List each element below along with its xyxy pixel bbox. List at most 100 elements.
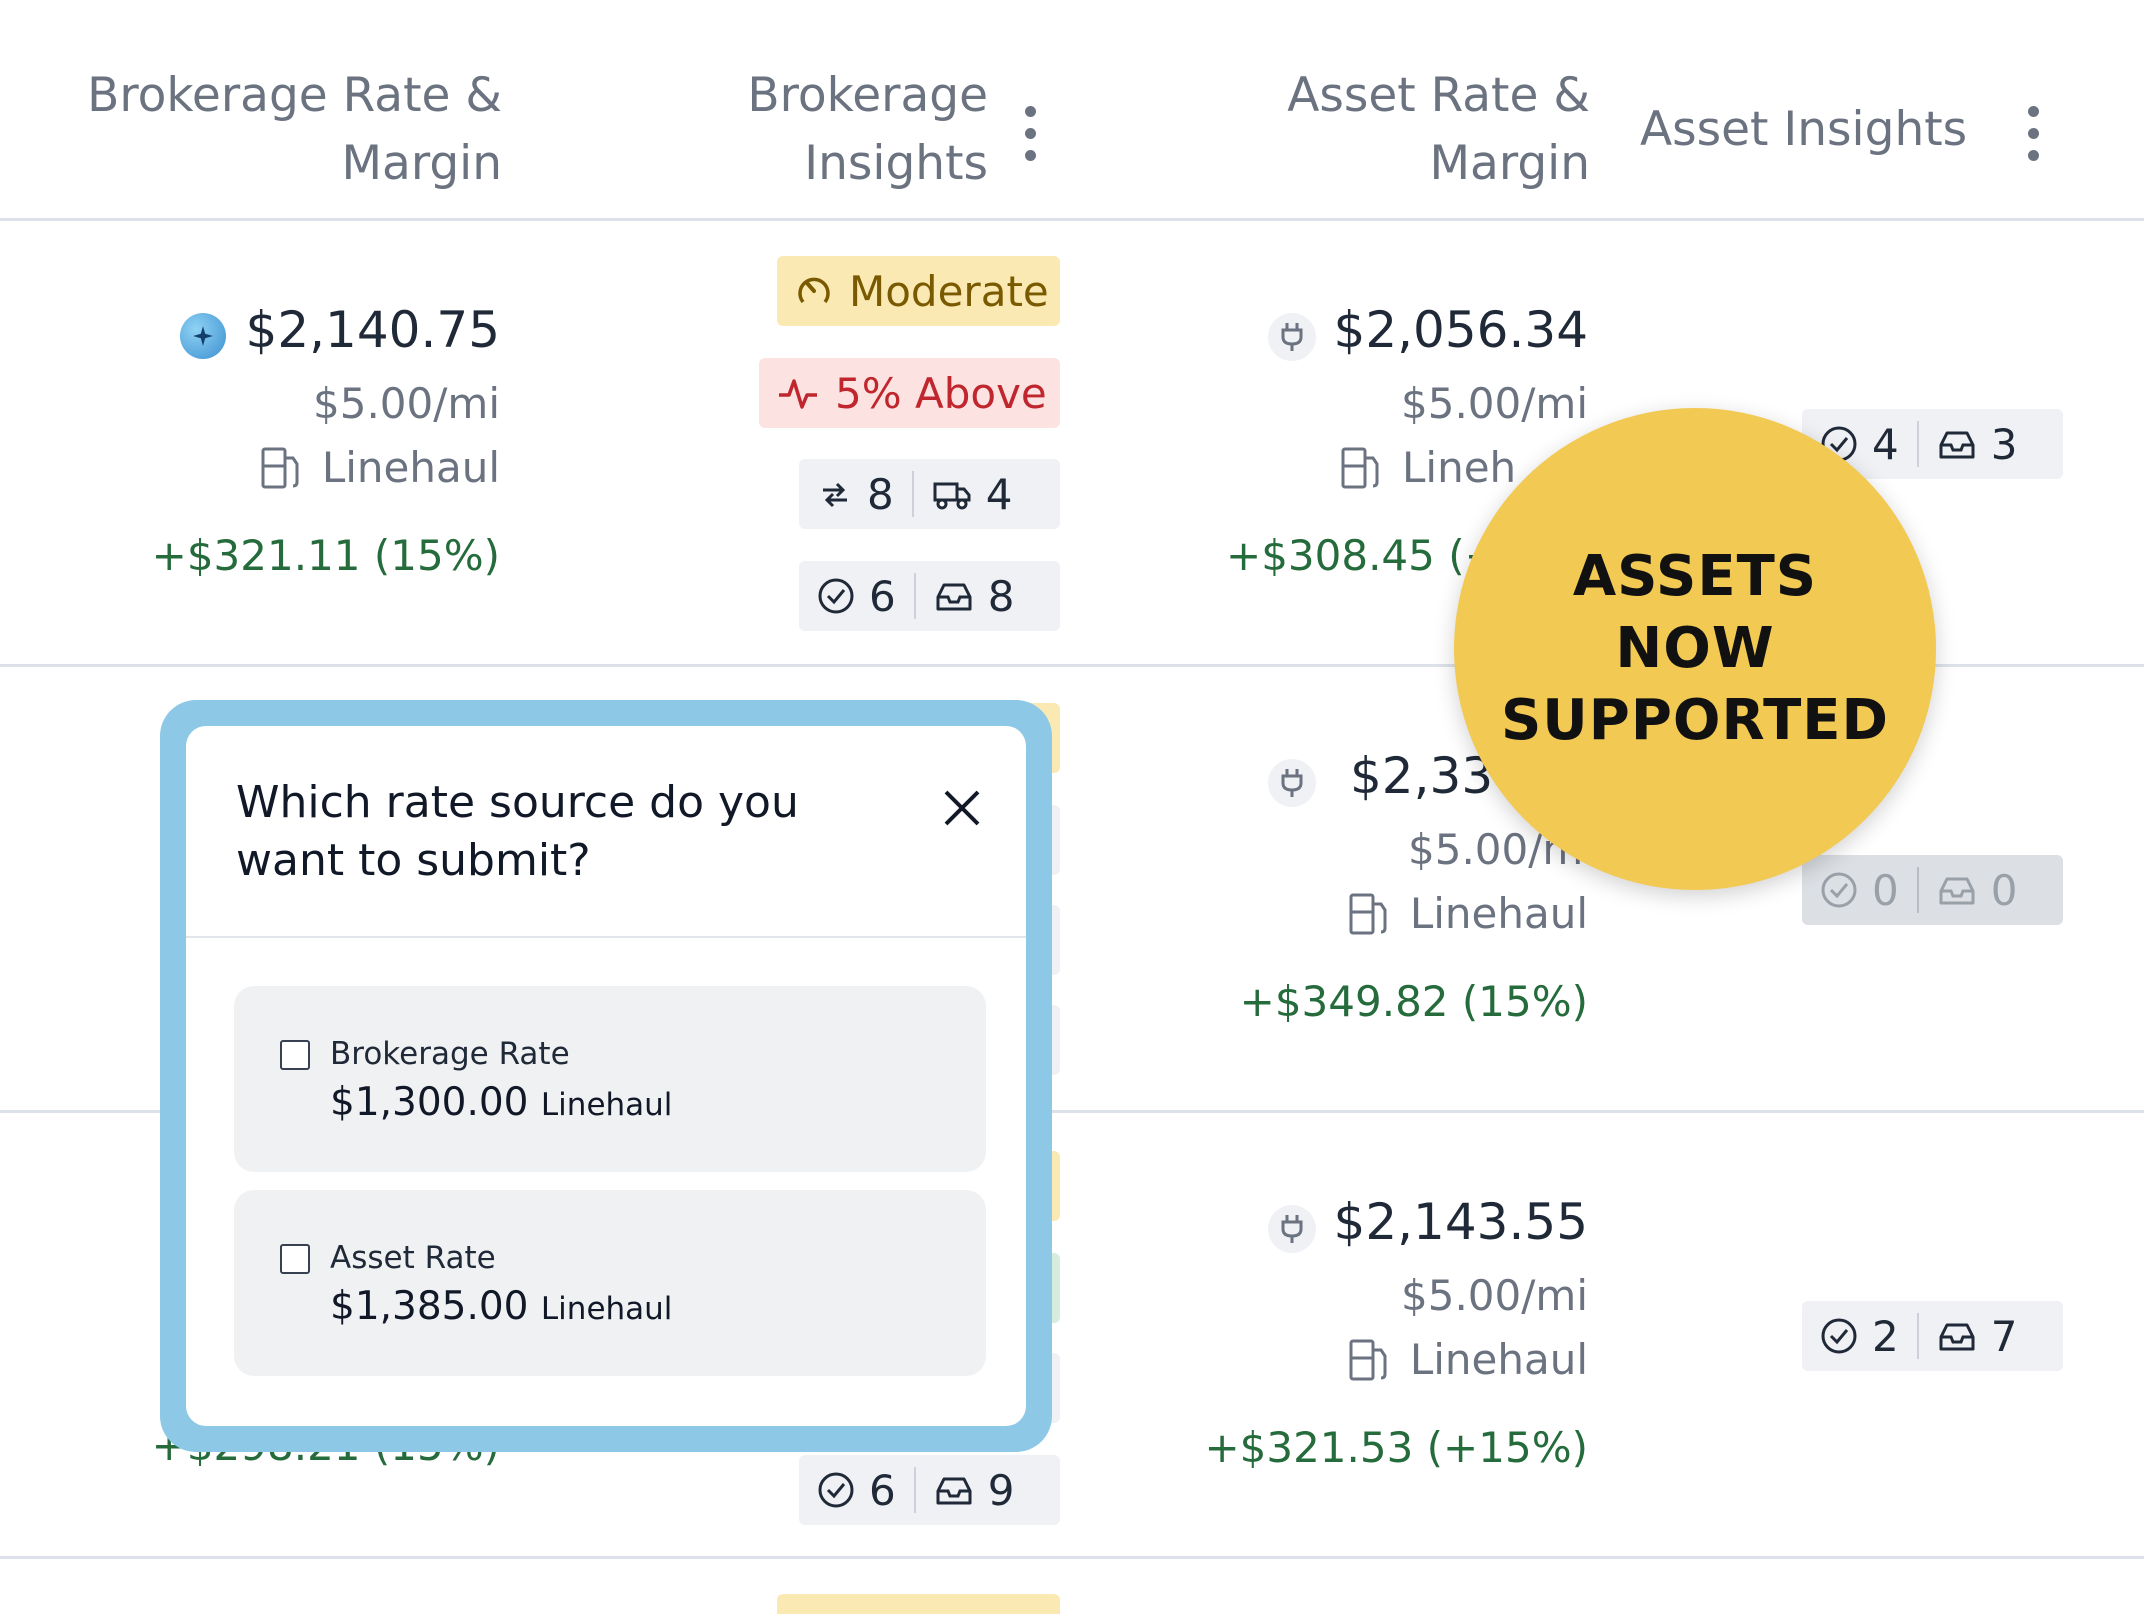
- loads-count: 8: [987, 571, 1015, 621]
- check-circle-icon: [1820, 871, 1858, 909]
- loads-stat: 7: [1919, 1312, 2036, 1361]
- asset-rate-checkbox[interactable]: [280, 1244, 310, 1274]
- stat-divider: [1916, 421, 1919, 467]
- col-header-asset-insights: Asset Insights: [1640, 102, 1968, 157]
- repeat-icon: [817, 476, 853, 512]
- loads-count: 7: [1990, 1311, 2018, 1361]
- loads-stat: 3: [1919, 420, 2036, 469]
- col-header-brokerage-rate-line1: Brokerage Rate &: [87, 68, 502, 123]
- loads-count: 9: [987, 1465, 1015, 1515]
- trucks-count: 4: [985, 469, 1013, 519]
- row-divider: [0, 1556, 2144, 1559]
- asset-acceptance-stats-pair: 0 0: [1802, 855, 2063, 925]
- loads-stat: 9: [916, 1466, 1033, 1515]
- trucks-stat: 4: [914, 470, 1031, 519]
- confidence-chip: Moderate: [777, 256, 1060, 326]
- asset-rate-type-label: Linehaul: [1409, 1335, 1588, 1384]
- option-label: Asset Rate: [330, 1240, 496, 1276]
- row-divider: [0, 1110, 2144, 1113]
- accepted-stat: 2: [1802, 1312, 1917, 1361]
- brokerage-rate-type: Linehaul: [200, 443, 500, 492]
- lanes-count: 8: [867, 469, 894, 519]
- rate-source-dialog: Which rate source do you want to submit?…: [186, 726, 1026, 1426]
- asset-margin: +$321.53 (+15%): [1204, 1423, 1588, 1472]
- fuel-pump-icon: [1340, 446, 1382, 490]
- asset-margin: +$308.45 (+: [1226, 531, 1500, 580]
- brokerage-rate-checkbox[interactable]: [280, 1040, 310, 1070]
- option-amount-value: $1,300.00: [330, 1080, 529, 1125]
- accepted-count: 6: [869, 571, 896, 621]
- inbox-icon: [1937, 427, 1977, 461]
- inbox-icon: [934, 579, 974, 613]
- asset-margin: +$349.82 (15%): [1239, 977, 1588, 1026]
- badge-line: ASSETS: [1572, 544, 1818, 609]
- plug-icon: [1268, 1205, 1316, 1253]
- truck-icon: [932, 476, 972, 512]
- accepted-stat: 6: [799, 1466, 914, 1515]
- inbox-icon: [934, 1473, 974, 1507]
- market-position-chip: 5% Above: [759, 358, 1060, 428]
- table-row: $2,33 $5.00/m Linehaul +$349.82 (15%) 0 …: [0, 667, 2144, 1112]
- row-divider: [0, 664, 2144, 667]
- asset-rate-type-label: Lineh: [1402, 443, 1517, 492]
- confidence-chip-partial: [777, 1594, 1060, 1614]
- dialog-divider: [186, 936, 1026, 938]
- asset-insights-menu-icon[interactable]: [2028, 106, 2040, 172]
- col-header-asset-rate: Asset Rate & Margin: [1200, 62, 1590, 198]
- inbox-icon: [1937, 1319, 1977, 1353]
- col-header-brokerage-insights-line2: Insights: [804, 136, 988, 191]
- loads-count: 0: [1990, 865, 2018, 915]
- option-asset-rate[interactable]: Asset Rate $1,385.00 Linehaul: [234, 1190, 986, 1376]
- col-header-asset-rate-line2: Margin: [1429, 136, 1590, 191]
- acceptance-stats-pair: 6 9: [799, 1455, 1060, 1525]
- stat-divider: [913, 1467, 916, 1513]
- asset-rate-amount: $2,056.34: [1333, 301, 1588, 359]
- option-brokerage-rate[interactable]: Brokerage Rate $1,300.00 Linehaul: [234, 986, 986, 1172]
- brokerage-rate-per-mile: $5.00/mi: [313, 379, 500, 428]
- option-amount-value: $1,385.00: [330, 1284, 529, 1329]
- option-label: Brokerage Rate: [330, 1036, 570, 1072]
- check-circle-icon: [817, 1471, 855, 1509]
- brokerage-margin: +$321.11 (15%): [151, 531, 500, 580]
- accepted-count: 4: [1872, 419, 1899, 469]
- asset-rate-type-label: Linehaul: [1409, 889, 1588, 938]
- table-row: $2,140.75 $5.00/mi Linehaul +$321.11 (15…: [0, 221, 2144, 666]
- check-circle-icon: [817, 577, 855, 615]
- plug-icon: [1268, 313, 1316, 361]
- stat-divider: [1916, 1313, 1919, 1359]
- fuel-pump-icon: [260, 446, 302, 490]
- acceptance-stats-pair: 6 8: [799, 561, 1060, 631]
- accepted-stat: 0: [1802, 866, 1917, 915]
- fuel-pump-icon: [1348, 1338, 1390, 1382]
- asset-rate-per-mile: $5.00/mi: [1401, 1271, 1588, 1320]
- col-header-asset-rate-line1: Asset Rate &: [1287, 68, 1590, 123]
- badge-line: SUPPORTED: [1500, 688, 1890, 753]
- asset-rate-type: Lineh: [1340, 443, 1660, 492]
- accepted-count: 0: [1872, 865, 1899, 915]
- col-header-brokerage-rate-line2: Margin: [341, 136, 502, 191]
- close-icon[interactable]: [940, 786, 984, 830]
- loads-count: 3: [1990, 419, 2018, 469]
- option-rate-type: Linehaul: [540, 1087, 673, 1123]
- market-position-label: 5% Above: [835, 368, 1047, 418]
- asset-rate-type: Linehaul: [1290, 1335, 1588, 1384]
- pulse-icon: [777, 375, 819, 411]
- option-amount: $1,385.00 Linehaul: [330, 1284, 672, 1329]
- inbox-icon: [1937, 873, 1977, 907]
- stat-divider: [913, 573, 916, 619]
- accepted-count: 6: [869, 1465, 896, 1515]
- asset-rate-per-mile: $5.00/mi: [1401, 379, 1588, 428]
- asset-acceptance-stats-pair: 2 7: [1802, 1301, 2063, 1371]
- asset-rate-amount: $2,33: [1350, 747, 1494, 805]
- gauge-icon: [795, 272, 833, 310]
- brokerage-insights-menu-icon[interactable]: [1025, 106, 1037, 172]
- stat-divider: [1916, 867, 1919, 913]
- col-header-brokerage-insights-line1: Brokerage: [747, 68, 988, 123]
- check-circle-icon: [1820, 1317, 1858, 1355]
- brokerage-rate-amount: $2,140.75: [245, 301, 500, 359]
- lanes-stat: 8: [799, 470, 912, 519]
- loads-stat: 8: [916, 572, 1033, 621]
- loads-stat: 0: [1919, 866, 2036, 915]
- assets-supported-badge: ASSETS NOW SUPPORTED: [1454, 408, 1936, 890]
- confidence-chip-label: Moderate: [849, 266, 1049, 316]
